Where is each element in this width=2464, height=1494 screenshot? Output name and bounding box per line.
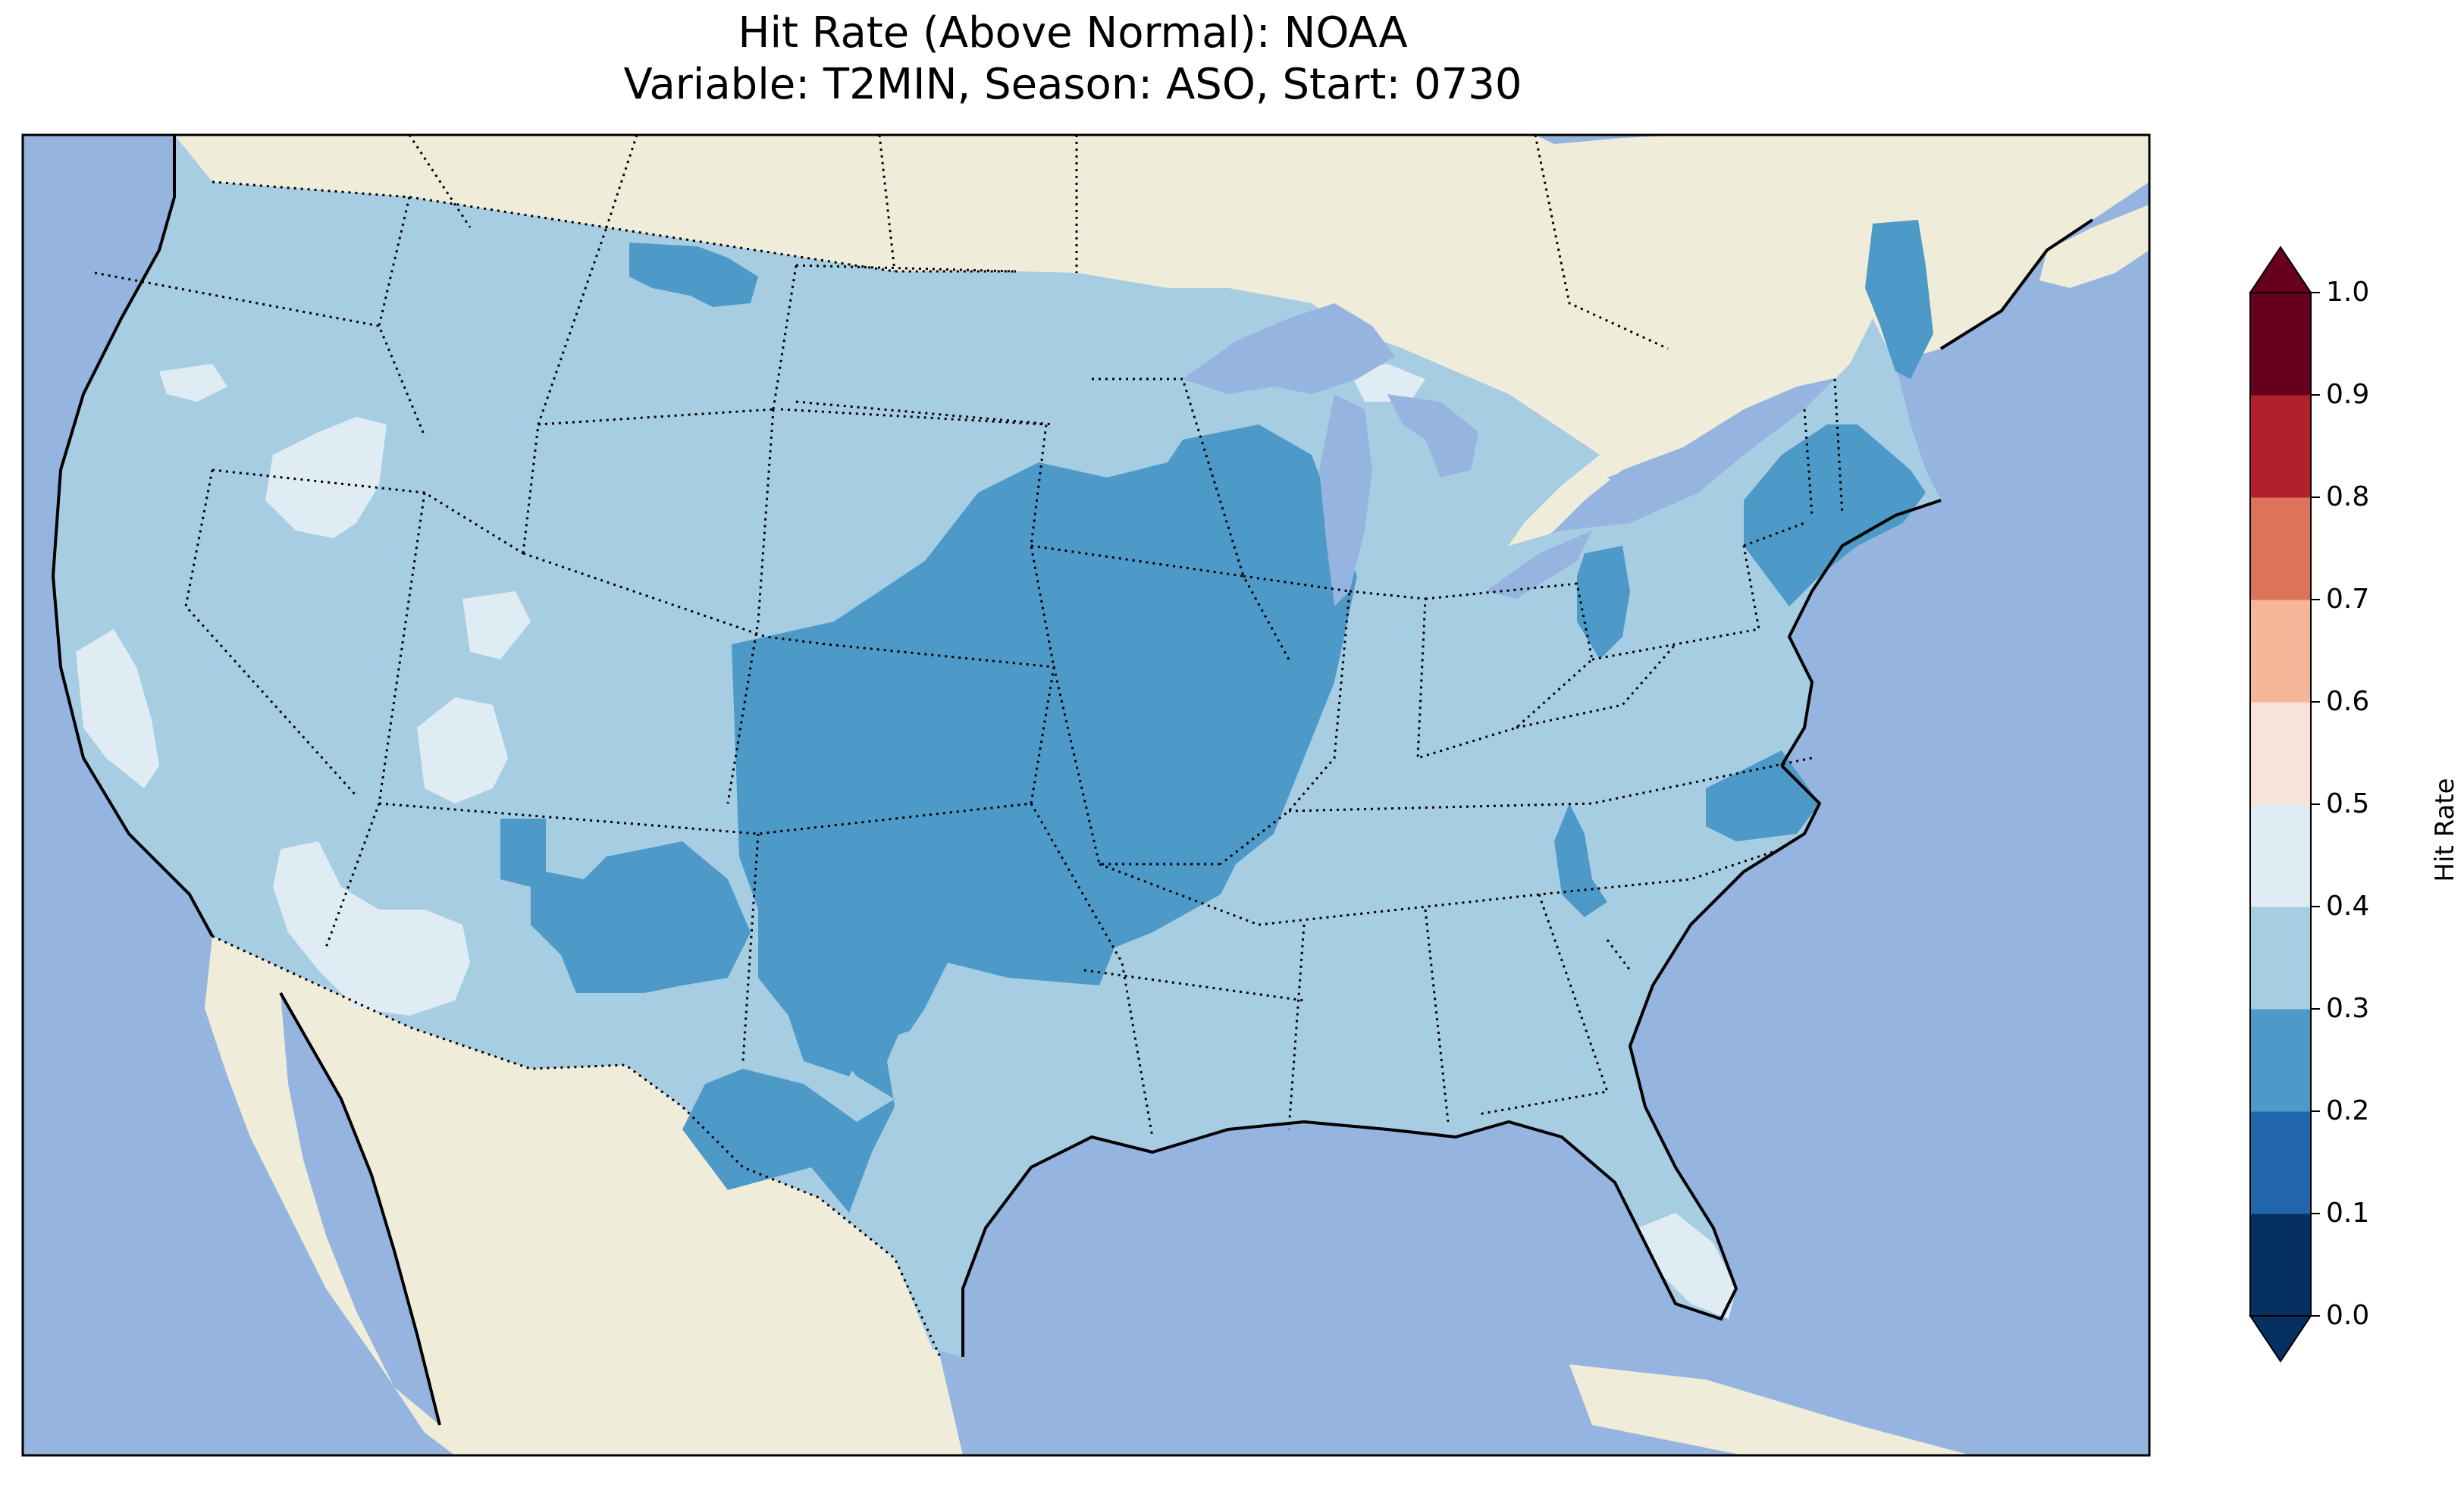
- socal-light: [273, 841, 470, 1016]
- map-frame: [21, 133, 2151, 1457]
- washington-light: [159, 364, 227, 402]
- michigan-light: [1350, 364, 1425, 402]
- colorbar-tick-label: 0.2: [2326, 1095, 2370, 1126]
- colorbar-bin: [2250, 804, 2311, 907]
- colorbar-tick-label: 0.9: [2326, 379, 2370, 410]
- cuba-land: [1569, 1364, 1971, 1455]
- tennessee-blob: [1554, 803, 1607, 917]
- ohio-blob: [1577, 546, 1630, 659]
- coastlines: [51, 135, 2094, 1426]
- colorbar-label: Hit Rate: [2430, 778, 2460, 882]
- great-lakes: [1183, 303, 1706, 606]
- montana-blob: [629, 243, 758, 307]
- colorbar-extend-top: [2249, 246, 2312, 293]
- colorbar-tick-label: 0.4: [2326, 891, 2370, 922]
- oregon-light: [265, 417, 387, 538]
- colorbar-bin: [2250, 1009, 2311, 1112]
- colorbar-bin: [2250, 702, 2311, 805]
- gulf-of-california: [281, 993, 440, 1425]
- state-borders: [94, 196, 1844, 1138]
- colorbar-tick-label: 0.0: [2326, 1300, 2370, 1331]
- colorbar-extend-bottom: [2249, 1315, 2312, 1363]
- maine-blob: [1865, 220, 1933, 379]
- colorbar-tick-label: 0.6: [2326, 686, 2370, 717]
- colorbar-tick-label: 0.8: [2326, 481, 2370, 512]
- colorbar-bin: [2250, 293, 2311, 396]
- maritimes-land: [2039, 205, 2149, 288]
- colorbar-bin: [2250, 497, 2311, 600]
- colorbar-bin: [2250, 907, 2311, 1010]
- country-border: [212, 135, 1669, 1358]
- colorbar-tick-label: 0.7: [2326, 584, 2370, 615]
- canada-land: [174, 135, 2149, 584]
- title-line-1: Hit Rate (Above Normal): NOAA: [738, 8, 1408, 58]
- colorbar-tick-label: 0.5: [2326, 788, 2370, 819]
- colorbar: [2249, 246, 2320, 1363]
- title-line-2: Variable: T2MIN, Season: ASO, Start: 073…: [623, 60, 1522, 109]
- colorbar-bin: [2250, 600, 2311, 703]
- florida-light: [1638, 1213, 1736, 1319]
- colorbar-bin: [2250, 1111, 2311, 1214]
- colorbar-tick-label: 0.3: [2326, 993, 2370, 1024]
- map-title: Hit Rate (Above Normal): NOAA Variable: …: [23, 8, 2123, 111]
- central-plains-blob: [732, 424, 1357, 1076]
- colorbar-tick-label: 0.1: [2326, 1198, 2370, 1229]
- southwest-blob: [500, 819, 751, 993]
- northeast-blob: [1744, 424, 1926, 606]
- colorbar-tick-label: 1.0: [2326, 277, 2370, 308]
- colorbar-bin: [2250, 395, 2311, 498]
- california-coast-light: [76, 629, 159, 788]
- nevada-light-2: [462, 591, 531, 659]
- hit-rate-field: [76, 220, 1933, 1319]
- nevada-light: [417, 697, 508, 803]
- colorbar-bin: [2250, 1214, 2311, 1317]
- texas-blob: [682, 910, 910, 1213]
